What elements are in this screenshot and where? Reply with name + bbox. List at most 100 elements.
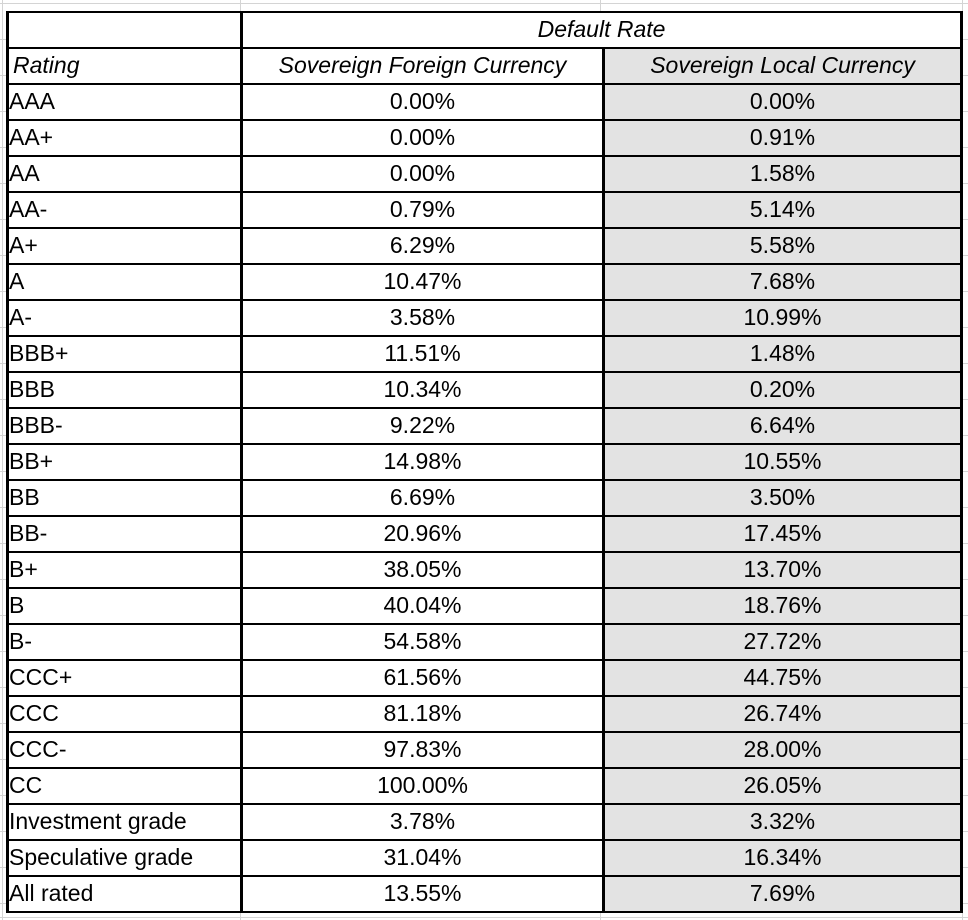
cell-local-value[interactable]: 26.05% xyxy=(601,767,964,805)
cell-local-value[interactable]: 3.32% xyxy=(601,803,964,841)
cell-local-value[interactable]: 13.70% xyxy=(601,551,964,589)
cell-local-value[interactable]: 7.69% xyxy=(601,875,964,913)
table-row: BB+ 14.98% 10.55% xyxy=(6,443,964,481)
cell-rating[interactable]: BB- xyxy=(6,515,243,553)
cell-foreign-value[interactable]: 10.47% xyxy=(240,263,605,301)
cell-foreign-value[interactable]: 0.00% xyxy=(240,155,605,193)
cell-rating[interactable]: A xyxy=(6,263,243,301)
table-row: CCC+ 61.56% 44.75% xyxy=(6,659,964,697)
cell-rating[interactable]: CCC- xyxy=(6,731,243,769)
title-row: Default Rate xyxy=(6,11,964,49)
table-row: Investment grade 3.78% 3.32% xyxy=(6,803,964,841)
cell-rating[interactable]: A- xyxy=(6,299,243,337)
cell-local-value[interactable]: 3.50% xyxy=(601,479,964,517)
table-row: A- 3.58% 10.99% xyxy=(6,299,964,337)
table-row: A+ 6.29% 5.58% xyxy=(6,227,964,265)
cell-local-value[interactable]: 44.75% xyxy=(601,659,964,697)
cell-local-value[interactable]: 5.58% xyxy=(601,227,964,265)
cell-local-value[interactable]: 6.64% xyxy=(601,407,964,445)
cell-foreign-value[interactable]: 38.05% xyxy=(240,551,605,589)
cell-foreign-value[interactable]: 20.96% xyxy=(240,515,605,553)
column-header-sovereign-local-currency[interactable]: Sovereign Local Currency xyxy=(601,47,964,85)
cell-local-value[interactable]: 10.55% xyxy=(601,443,964,481)
column-header-rating[interactable]: Rating xyxy=(6,47,243,85)
cell-foreign-value[interactable]: 10.34% xyxy=(240,371,605,409)
table-row: BBB+ 11.51% 1.48% xyxy=(6,335,964,373)
cell-local-value[interactable]: 0.00% xyxy=(601,83,964,121)
cell-local-value[interactable]: 28.00% xyxy=(601,731,964,769)
table-row: BB 6.69% 3.50% xyxy=(6,479,964,517)
cell-rating[interactable]: A+ xyxy=(6,227,243,265)
cell-rating[interactable]: BBB xyxy=(6,371,243,409)
cell-rating[interactable]: CCC xyxy=(6,695,243,733)
cell-foreign-value[interactable]: 100.00% xyxy=(240,767,605,805)
table-row: AA+ 0.00% 0.91% xyxy=(6,119,964,157)
cell-foreign-value[interactable]: 3.78% xyxy=(240,803,605,841)
cell-foreign-value[interactable]: 11.51% xyxy=(240,335,605,373)
cell-rating[interactable]: Speculative grade xyxy=(6,839,243,877)
cell-foreign-value[interactable]: 0.79% xyxy=(240,191,605,229)
cell-foreign-value[interactable]: 6.69% xyxy=(240,479,605,517)
cell-rating[interactable]: All rated xyxy=(6,875,243,913)
empty-cell[interactable] xyxy=(6,11,243,49)
cell-foreign-value[interactable]: 97.83% xyxy=(240,731,605,769)
gridline xyxy=(0,917,968,918)
cell-foreign-value[interactable]: 13.55% xyxy=(240,875,605,913)
cell-rating[interactable]: AA- xyxy=(6,191,243,229)
cell-foreign-value[interactable]: 61.56% xyxy=(240,659,605,697)
cell-foreign-value[interactable]: 14.98% xyxy=(240,443,605,481)
table-row: AA- 0.79% 5.14% xyxy=(6,191,964,229)
cell-foreign-value[interactable]: 54.58% xyxy=(240,623,605,661)
table-row: B+ 38.05% 13.70% xyxy=(6,551,964,589)
merged-title-cell-default-rate[interactable]: Default Rate xyxy=(239,11,964,49)
cell-local-value[interactable]: 7.68% xyxy=(601,263,964,301)
cell-rating[interactable]: B- xyxy=(6,623,243,661)
cell-rating[interactable]: BBB- xyxy=(6,407,243,445)
column-header-sovereign-foreign-currency[interactable]: Sovereign Foreign Currency xyxy=(240,47,605,85)
cell-foreign-value[interactable]: 31.04% xyxy=(240,839,605,877)
table-row: CC 100.00% 26.05% xyxy=(6,767,964,805)
cell-foreign-value[interactable]: 0.00% xyxy=(240,119,605,157)
cell-rating[interactable]: AA+ xyxy=(6,119,243,157)
cell-rating[interactable]: CCC+ xyxy=(6,659,243,697)
cell-foreign-value[interactable]: 40.04% xyxy=(240,587,605,625)
cell-rating[interactable]: AA xyxy=(6,155,243,193)
cell-rating[interactable]: Investment grade xyxy=(6,803,243,841)
table-row: BB- 20.96% 17.45% xyxy=(6,515,964,553)
cell-rating[interactable]: BB+ xyxy=(6,443,243,481)
cell-local-value[interactable]: 5.14% xyxy=(601,191,964,229)
cell-local-value[interactable]: 0.91% xyxy=(601,119,964,157)
cell-rating[interactable]: CC xyxy=(6,767,243,805)
table-row: AAA 0.00% 0.00% xyxy=(6,83,964,121)
cell-foreign-value[interactable]: 9.22% xyxy=(240,407,605,445)
cell-foreign-value[interactable]: 3.58% xyxy=(240,299,605,337)
cell-rating[interactable]: BBB+ xyxy=(6,335,243,373)
table-row: CCC- 97.83% 28.00% xyxy=(6,731,964,769)
cell-rating[interactable]: BB xyxy=(6,479,243,517)
cell-foreign-value[interactable]: 81.18% xyxy=(240,695,605,733)
cell-local-value[interactable]: 10.99% xyxy=(601,299,964,337)
cell-local-value[interactable]: 18.76% xyxy=(601,587,964,625)
gridline xyxy=(962,0,963,920)
gridline xyxy=(2,0,3,920)
table-row: AA 0.00% 1.58% xyxy=(6,155,964,193)
cell-foreign-value[interactable]: 0.00% xyxy=(240,83,605,121)
cell-local-value[interactable]: 1.58% xyxy=(601,155,964,193)
table-row: Speculative grade 31.04% 16.34% xyxy=(6,839,964,877)
cell-rating[interactable]: AAA xyxy=(6,83,243,121)
cell-local-value[interactable]: 16.34% xyxy=(601,839,964,877)
default-rate-table: Default Rate Rating Sovereign Foreign Cu… xyxy=(6,11,964,913)
cell-foreign-value[interactable]: 6.29% xyxy=(240,227,605,265)
cell-local-value[interactable]: 1.48% xyxy=(601,335,964,373)
header-row: Rating Sovereign Foreign Currency Sovere… xyxy=(6,47,964,85)
table-row: A 10.47% 7.68% xyxy=(6,263,964,301)
cell-local-value[interactable]: 27.72% xyxy=(601,623,964,661)
cell-local-value[interactable]: 26.74% xyxy=(601,695,964,733)
table-row: B 40.04% 18.76% xyxy=(6,587,964,625)
cell-rating[interactable]: B xyxy=(6,587,243,625)
table-row: BBB- 9.22% 6.64% xyxy=(6,407,964,445)
cell-local-value[interactable]: 0.20% xyxy=(601,371,964,409)
cell-local-value[interactable]: 17.45% xyxy=(601,515,964,553)
cell-rating[interactable]: B+ xyxy=(6,551,243,589)
